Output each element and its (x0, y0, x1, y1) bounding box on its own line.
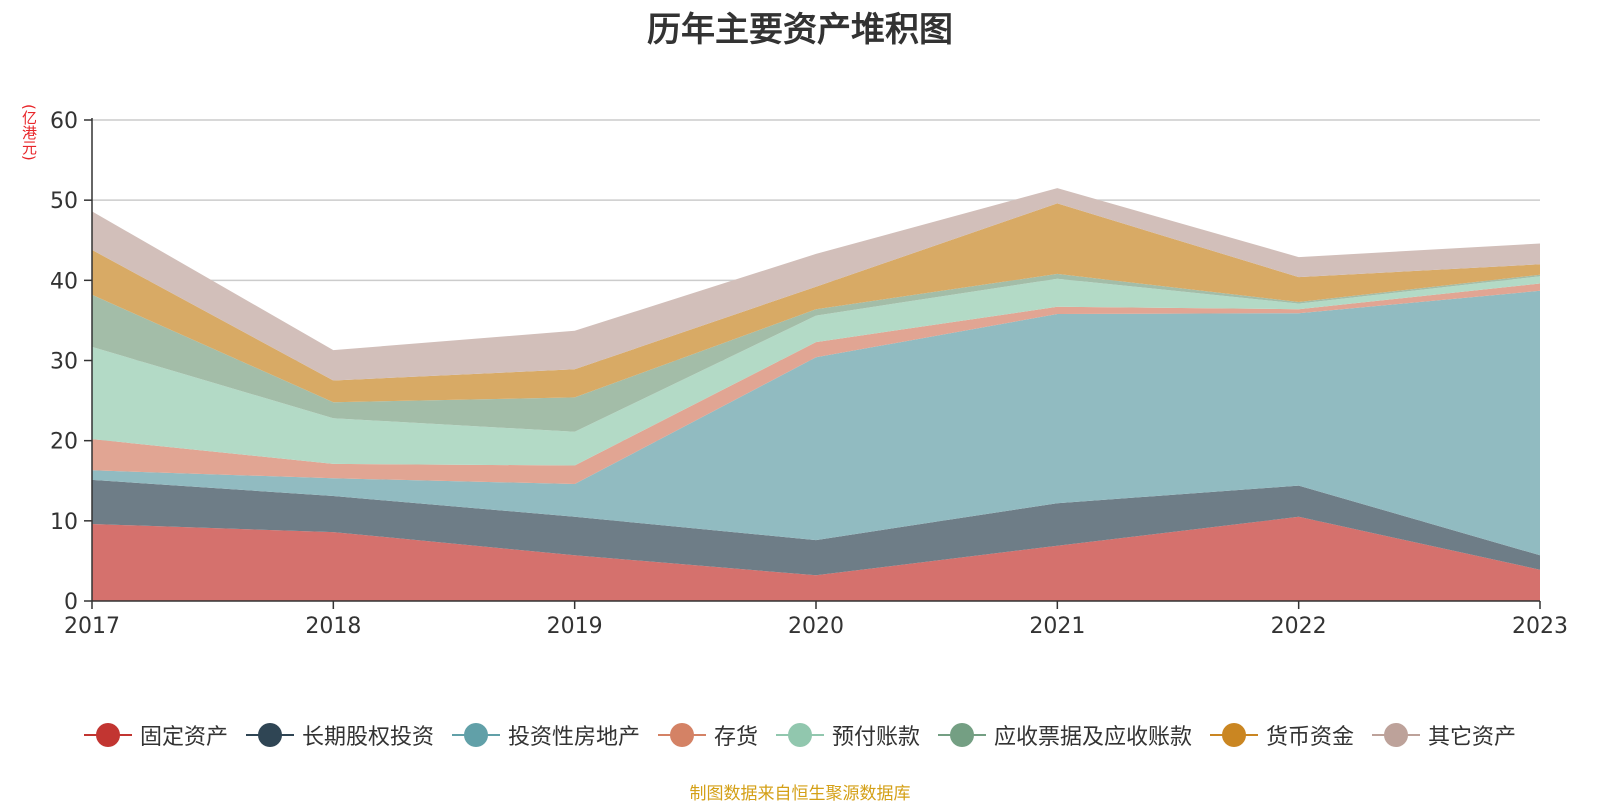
legend-label: 其它资产 (1428, 725, 1517, 750)
x-tick-label: 2020 (788, 614, 844, 639)
y-tick-label: 0 (64, 590, 78, 615)
area-series-8 (92, 188, 1540, 381)
legend-item[interactable]: 存货 (657, 719, 758, 751)
legend-marker-icon (1210, 723, 1259, 747)
legend-dot (1222, 723, 1247, 747)
legend-dot (788, 723, 812, 747)
legend-item[interactable]: 预付账款 (776, 719, 920, 751)
legend-label: 长期股权投资 (301, 725, 434, 750)
area-series-3 (92, 290, 1540, 556)
legend-item[interactable]: 长期股权投资 (245, 719, 434, 751)
legend-dot (950, 723, 975, 747)
area-series-2 (92, 479, 1540, 576)
y-axis-unit-label: (亿港元) (20, 104, 38, 161)
y-tick-label: 40 (50, 269, 78, 294)
legend-item[interactable]: 应收票据及应收账款 (938, 719, 1192, 751)
legend-label: 投资性房地产 (507, 725, 640, 750)
x-tick-label: 2021 (1029, 614, 1085, 639)
chart-title: 历年主要资产堆积图 (647, 10, 953, 50)
legend-marker-icon (245, 723, 294, 747)
legend-dot (463, 723, 488, 747)
y-tick-label: 30 (50, 350, 78, 375)
legend-label: 应收票据及应收账款 (994, 725, 1193, 750)
area-series-1 (92, 516, 1540, 601)
area-series-5 (92, 276, 1540, 466)
x-tick-label: 2019 (547, 614, 603, 639)
x-tick-label: 2023 (1512, 614, 1568, 639)
legend-label: 固定资产 (139, 725, 228, 750)
x-tick-label: 2017 (64, 614, 120, 639)
chart-legend: 固定资产 长期股权投资 投资性房地产 存货 预付账款 应收票据及应收账款 货币资金 其它资产 (0, 720, 1600, 750)
legend-marker-icon (776, 723, 824, 747)
x-tick-label: 2018 (305, 614, 361, 639)
legend-marker-icon (451, 723, 500, 747)
legend-label: 货币资金 (1266, 725, 1355, 750)
y-tick-label: 50 (50, 189, 78, 214)
legend-item[interactable]: 投资性房地产 (451, 719, 640, 751)
area-series-4 (92, 283, 1540, 484)
legend-label: 存货 (713, 725, 758, 750)
y-tick-label: 10 (50, 510, 78, 535)
y-tick-label: 60 (50, 109, 78, 134)
legend-item[interactable]: 货币资金 (1210, 719, 1354, 751)
legend-label: 预付账款 (832, 725, 921, 750)
y-tick-label: 20 (50, 430, 78, 455)
legend-marker-icon (83, 723, 132, 747)
area-series (92, 188, 1540, 601)
legend-dot (95, 723, 120, 747)
x-tick-label: 2022 (1271, 614, 1327, 639)
area-series-7 (92, 203, 1540, 403)
legend-item[interactable]: 固定资产 (83, 719, 228, 751)
legend-marker-icon (1372, 723, 1421, 747)
data-source-note: 制图数据来自恒生聚源数据库 (689, 784, 911, 804)
legend-dot (257, 723, 282, 747)
legend-marker-icon (657, 723, 706, 747)
legend-dot (669, 723, 694, 747)
legend-dot (1384, 723, 1409, 747)
legend-item[interactable]: 其它资产 (1372, 719, 1516, 751)
axes: 0 10 20 30 40 50 60 2017 2018 2019 2020 2021 2022 202… (50, 109, 1568, 639)
legend-marker-icon (938, 723, 987, 747)
